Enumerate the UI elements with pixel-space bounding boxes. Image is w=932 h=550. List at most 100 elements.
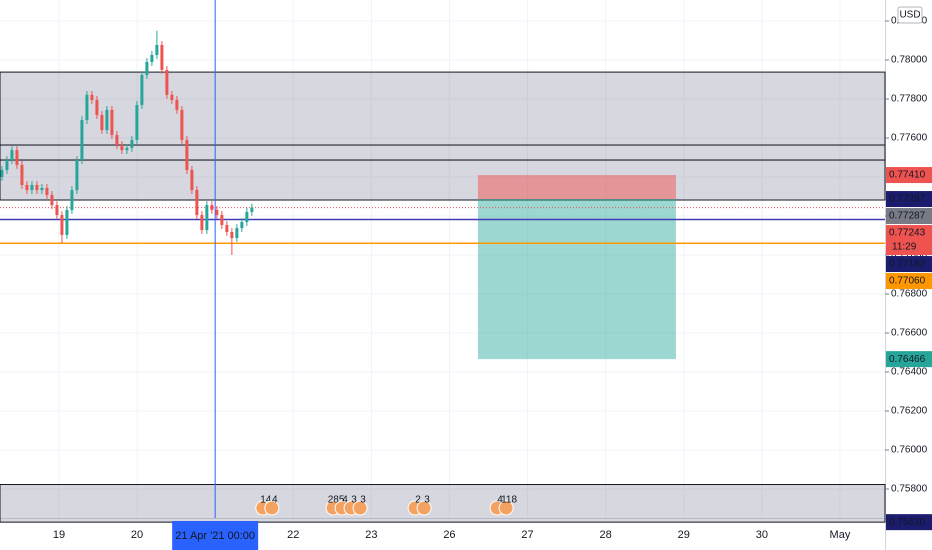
candle-body — [35, 184, 39, 191]
candle-body — [250, 207, 254, 212]
y-tick-label: 0.77000 — [891, 250, 928, 261]
zone — [0, 484, 886, 523]
price-label-box — [886, 351, 932, 368]
y-tick-label: 0.77600 — [891, 133, 928, 144]
candle-body — [95, 99, 99, 115]
y-tick-label: 0.76200 — [891, 406, 928, 417]
candle-body — [105, 109, 109, 131]
event-icon — [264, 500, 280, 516]
candle-body — [60, 215, 64, 235]
price-label-text: 0.77060 — [889, 276, 926, 287]
event-count: 2 — [415, 495, 421, 506]
price-label-box — [886, 191, 932, 208]
zone — [0, 71, 886, 146]
x-tick-label: 19 — [53, 529, 65, 541]
price-label: 0.77182 — [886, 256, 932, 273]
price-countdown: 11:29 — [892, 242, 917, 253]
currency: USD — [899, 10, 920, 21]
price-label-text: 0.77182 — [889, 259, 926, 270]
candle-body — [15, 150, 19, 165]
candle-body — [65, 209, 69, 235]
price-label-text: 0.77287 — [889, 194, 926, 205]
candle-body — [190, 169, 194, 191]
candle-body — [25, 184, 29, 191]
y-tick-label: 0.76400 — [891, 367, 928, 378]
event-count: 3 — [351, 495, 357, 506]
candle-body — [230, 231, 234, 239]
candle-body — [175, 99, 179, 110]
y-tick-label: 0.75800 — [891, 484, 928, 495]
price-label-text: 0.76466 — [889, 354, 926, 365]
candle-body — [115, 135, 119, 146]
x-tick-label: 27 — [521, 529, 533, 541]
candle-body — [55, 205, 59, 216]
price-label: 0.77243 11:29 — [886, 225, 932, 256]
candle-body — [210, 205, 214, 210]
candle-body — [100, 114, 104, 131]
stop-zone — [477, 175, 676, 200]
price-label: 0.76466 — [886, 351, 932, 368]
event-count: 14 — [260, 495, 272, 506]
candle-body — [185, 139, 189, 170]
x-tick-label: 20 — [131, 529, 143, 541]
candle-body — [170, 94, 174, 100]
price-label-box — [886, 167, 932, 184]
x-tick-label: May — [830, 529, 851, 541]
candle-body — [50, 194, 54, 206]
candle-body — [75, 160, 79, 191]
candle-body — [160, 44, 164, 70]
candle-body — [30, 184, 34, 191]
event-count: 3 — [424, 495, 430, 506]
event-icon — [416, 500, 432, 516]
candle-body — [165, 69, 169, 95]
price-label-box — [886, 273, 932, 290]
price-label-box — [886, 256, 932, 273]
event-group: 14 4 — [255, 495, 280, 516]
price-label: 0.77410 — [886, 167, 932, 184]
price-label-text: 0.77287 — [889, 211, 926, 222]
price-label: 0.77287 — [886, 191, 932, 208]
price-label: 0.75630 — [886, 514, 932, 531]
candle-body — [120, 145, 124, 151]
crosshair-label-box — [172, 521, 259, 550]
candle-body — [180, 109, 184, 140]
candle-body — [245, 211, 249, 223]
candle-body — [45, 187, 49, 195]
zone — [0, 159, 886, 201]
candle-body — [10, 150, 14, 161]
price-label: 0.77287 — [886, 208, 932, 225]
candle-body — [140, 75, 144, 106]
candle-body — [40, 187, 44, 191]
target-zone — [477, 199, 676, 360]
currency-badge — [897, 6, 923, 24]
candle-body — [195, 190, 199, 216]
candle-body — [0, 169, 4, 178]
candle-body — [200, 215, 204, 231]
x-tick-label: 26 — [443, 529, 455, 541]
candle-body — [80, 120, 84, 161]
crosshair-label: 21 Apr '21 00:00 — [175, 530, 255, 542]
event-icon — [498, 500, 514, 516]
x-tick-label: 29 — [678, 529, 690, 541]
candle-body — [155, 44, 159, 55]
event-count: 4 — [272, 495, 278, 506]
candle-body — [125, 147, 129, 151]
event-count: 118 — [501, 495, 517, 506]
x-tick-label: 30 — [756, 529, 768, 541]
candle-body — [220, 215, 224, 225]
x-tick-label: 28 — [600, 529, 612, 541]
event-count: 4 — [497, 495, 503, 506]
event-count: 3 — [360, 495, 366, 506]
price-label-text: 0.75630 — [889, 517, 926, 528]
candle-body — [240, 222, 244, 229]
price-label-box — [886, 225, 932, 256]
event-icon — [352, 500, 368, 516]
y-tick-label: 0.76600 — [891, 328, 928, 339]
y-tick-label: 0.77800 — [891, 94, 928, 105]
price-label-text: 0.77410 — [889, 170, 926, 181]
